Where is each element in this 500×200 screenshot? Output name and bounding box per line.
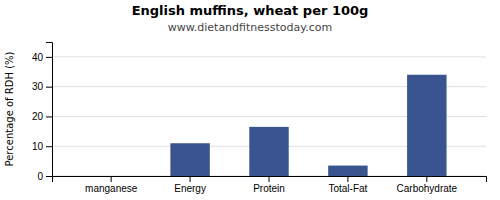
- plot: 0 10 20 30 40 manganese Energy Protein Total-Fat…: [32, 43, 487, 195]
- y-tick: 30: [32, 81, 52, 92]
- y-tick-label: 0: [37, 171, 43, 182]
- x-tick-mark: [269, 176, 270, 182]
- y-tick-mark: [46, 176, 52, 177]
- x-tick-label: Protein: [253, 183, 285, 194]
- x-tick-mark: [347, 176, 348, 182]
- x-tick-label: Energy: [174, 183, 206, 194]
- y-tick-label: 40: [32, 52, 44, 63]
- y-tick: 0: [37, 171, 52, 182]
- x-tick-mark: [190, 176, 191, 182]
- y-tick-label: 10: [32, 141, 44, 152]
- y-tick-mark: [46, 87, 52, 88]
- y-axis: 0 10 20 30 40: [32, 43, 53, 182]
- bar: [170, 143, 209, 176]
- y-tick-label: 20: [32, 111, 44, 122]
- x-tick: Protein: [253, 176, 285, 194]
- bar: [91, 176, 130, 177]
- y-tick-mark: [46, 116, 52, 117]
- x-axis: manganese Energy Protein Total-Fat Carbohydr…: [53, 176, 487, 194]
- y-tick: 10: [32, 141, 52, 152]
- y-axis-title: Percentage of RDH (%): [4, 51, 15, 166]
- bar: [328, 166, 367, 176]
- x-tick-label: manganese: [85, 183, 138, 194]
- grid-line: [52, 56, 486, 57]
- x-tick: manganese: [85, 176, 138, 194]
- bars: [170, 75, 446, 176]
- y-tick: 20: [32, 111, 52, 122]
- bar: [249, 127, 288, 176]
- chart: English muffins, wheat per 100g www.dieta…: [0, 0, 500, 200]
- x-tick: Energy: [174, 176, 206, 194]
- y-tick: 40: [32, 52, 52, 63]
- x-axis-line: [53, 177, 487, 183]
- title: English muffins, wheat per 100g: [132, 3, 369, 18]
- y-tick-mark: [46, 57, 52, 58]
- y-tick-mark: [46, 146, 52, 147]
- x-tick-mark: [111, 176, 112, 182]
- x-tick-mark: [426, 176, 427, 182]
- subtitle: www.dietandfitnesstoday.com: [168, 21, 332, 34]
- y-axis-line: [46, 43, 53, 177]
- x-tick: Total-Fat: [328, 176, 367, 194]
- bar: [407, 75, 446, 176]
- x-tick-label: Total-Fat: [328, 183, 367, 194]
- x-tick: Carbohydrate: [397, 176, 458, 194]
- y-tick-label: 30: [32, 81, 44, 92]
- grid: [52, 57, 486, 176]
- x-tick-label: Carbohydrate: [397, 183, 458, 194]
